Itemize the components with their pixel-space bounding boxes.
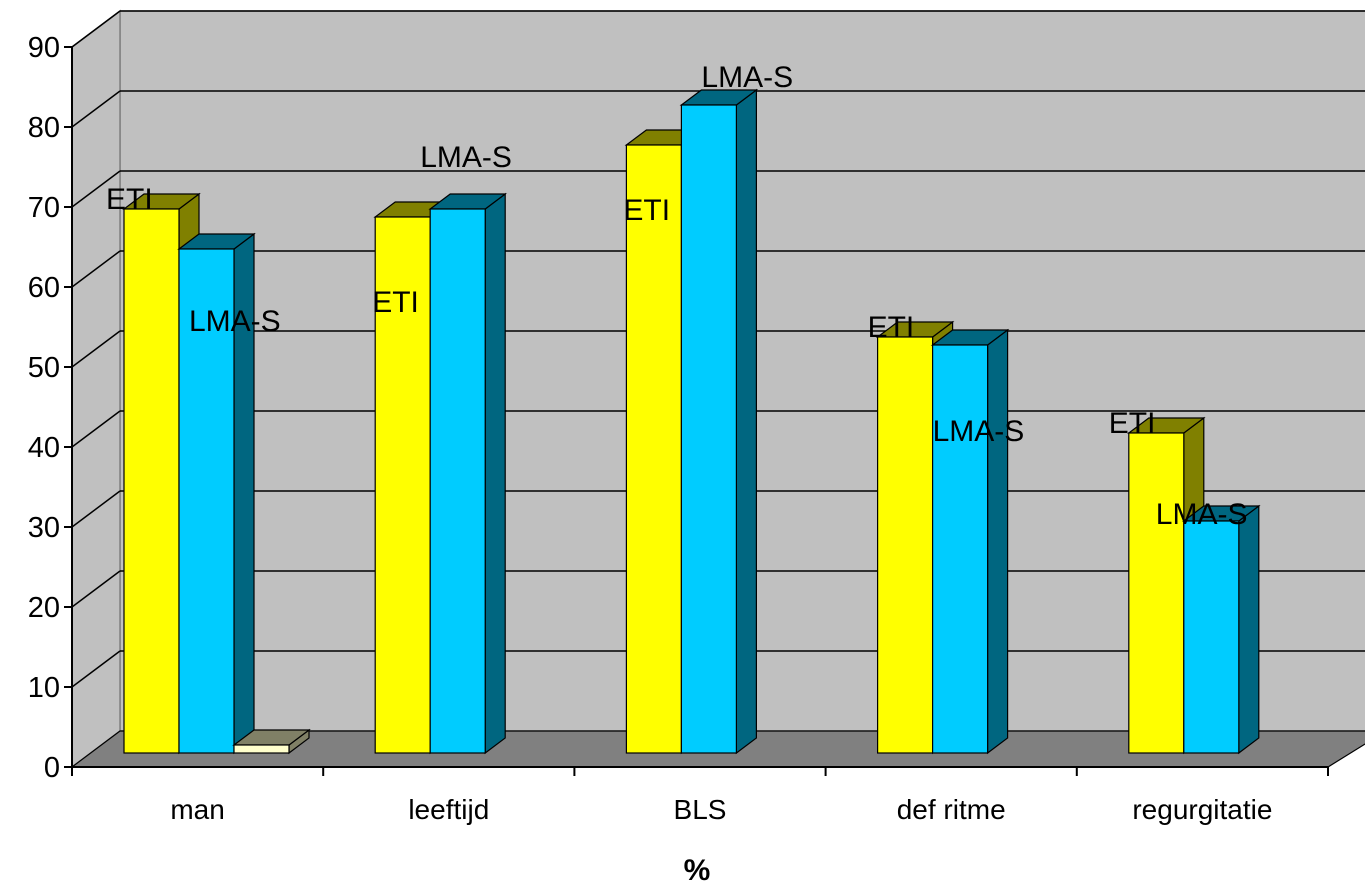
bar-eti-def-ritme <box>876 336 934 754</box>
bar-lma-s-BLS <box>680 104 738 754</box>
bar-lma-s-regurgitatie-side <box>1238 504 1260 755</box>
bar-lma-s-BLS-side <box>735 88 758 755</box>
bar-eti-regurgitatie <box>1128 432 1185 754</box>
data-label-lma-s-man: LMA-S <box>189 305 281 338</box>
y-tick-label: 0 <box>44 752 60 784</box>
bars <box>122 88 1261 755</box>
data-label-eti-leeftijd: ETI <box>372 286 419 319</box>
gridline-side <box>71 570 121 608</box>
x-tick-label-regurgitatie: regurgitatie <box>1132 794 1272 825</box>
gridline-side <box>71 10 121 48</box>
y-tick-label: 70 <box>28 192 60 224</box>
data-label-eti-def-ritme: ETI <box>868 311 915 344</box>
bar-lma-s-leeftijd <box>429 208 486 754</box>
data-label-lma-s-regurgitatie: LMA-S <box>1156 498 1248 531</box>
x-tick-label-BLS: BLS <box>674 794 727 825</box>
bar-lma-s-man <box>178 248 235 754</box>
bar-lma-s-regurgitatie <box>1183 520 1240 754</box>
bar-eti-BLS <box>625 144 683 754</box>
gridline-side <box>71 330 121 368</box>
bar-lma-s-leeftijd-side <box>484 192 506 755</box>
x-tick-label-leeftijd: leeftijd <box>408 794 489 825</box>
x-tick-label-def-ritme: def ritme <box>897 794 1006 825</box>
bar-lma-s-def-ritme-side <box>986 328 1009 755</box>
y-tick-label: 30 <box>28 512 60 544</box>
bar-eti-leeftijd <box>374 216 431 754</box>
data-label-eti-regurgitatie: ETI <box>1109 407 1156 440</box>
side-wall <box>71 9 121 769</box>
data-label-lma-s-leeftijd: LMA-S <box>420 141 512 174</box>
y-tick-label: 90 <box>28 32 60 64</box>
data-label-lma-s-def-ritme: LMA-S <box>933 415 1025 448</box>
data-label-lma-s-BLS: LMA-S <box>701 61 793 94</box>
gridline-side <box>71 170 121 208</box>
y-tick-label: 40 <box>28 432 60 464</box>
bar-third-man <box>233 744 290 754</box>
bar-eti-man <box>123 208 180 754</box>
y-tick-label: 80 <box>28 112 60 144</box>
gridline-side <box>71 250 121 288</box>
gridline-side <box>71 90 121 128</box>
axes <box>64 46 1329 776</box>
gridline-side <box>71 410 121 448</box>
x-tick-label-man: man <box>170 794 224 825</box>
x-axis-title: % <box>684 854 711 887</box>
data-label-eti-man: ETI <box>106 183 153 216</box>
y-tick-label: 10 <box>28 672 60 704</box>
bar-lma-s-def-ritme <box>931 344 989 754</box>
labels: 0 10 20 30 40 50 60 70 80 90 ETI LMA-S ETI LMA-S ETI LM… <box>28 32 1273 825</box>
y-tick-label: 20 <box>28 592 60 624</box>
data-label-eti-BLS: ETI <box>623 194 670 227</box>
y-tick-label: 60 <box>28 272 60 304</box>
gridline-side <box>71 650 121 688</box>
y-tick-label: 50 <box>28 352 60 384</box>
gridline-side <box>71 490 121 528</box>
